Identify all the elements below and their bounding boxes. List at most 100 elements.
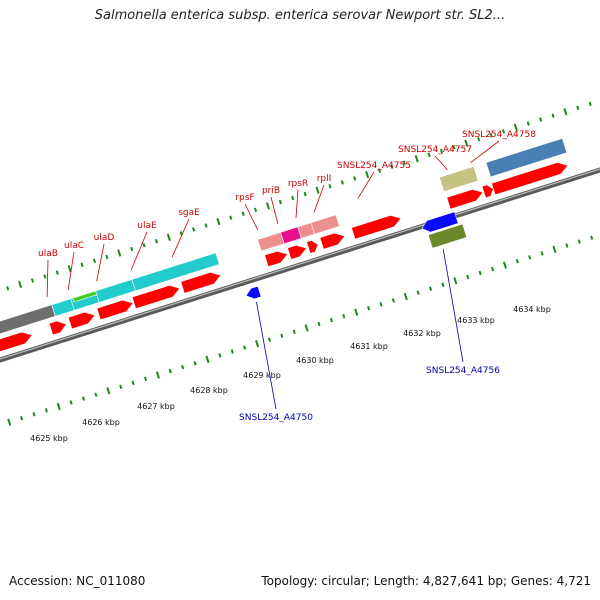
bottom-tick	[81, 396, 86, 401]
scale-label: 4626 kbp	[82, 418, 120, 427]
bottom-tick	[515, 259, 519, 264]
top-tick	[439, 148, 444, 154]
top-tick	[539, 117, 543, 122]
bottom-tick	[528, 255, 532, 260]
cds-arrow	[68, 311, 96, 330]
top-tick	[576, 105, 580, 111]
top-tick	[526, 121, 530, 126]
top-tick	[67, 265, 72, 273]
label-leaders	[46, 140, 500, 410]
cds-arrow	[287, 244, 307, 260]
bottom-tick	[304, 324, 309, 332]
top-tick	[390, 164, 394, 169]
label-leader	[470, 140, 500, 164]
reverse-cds-arrow	[245, 285, 262, 300]
scale-label: 4625 kbp	[30, 434, 68, 443]
bottom-tick	[119, 384, 123, 390]
bottom-tick	[255, 339, 260, 348]
label-leader	[442, 248, 464, 363]
top-tick	[291, 195, 295, 201]
bottom-tick	[540, 251, 544, 256]
scale-label: 4630 kbp	[296, 356, 334, 365]
gene-block	[485, 138, 568, 178]
top-tick	[340, 180, 344, 185]
gene-block	[438, 166, 479, 193]
bottom-tick	[168, 368, 172, 374]
top-tick	[452, 144, 456, 150]
bottom-tick	[143, 376, 148, 382]
bottom-tick	[403, 292, 408, 301]
gene-block	[310, 214, 340, 235]
bottom-tick	[7, 418, 12, 426]
gene-block	[95, 279, 136, 303]
forward-feature-label: ulaB	[38, 249, 58, 259]
forward-feature-label: SNSL254_A4758	[462, 130, 536, 140]
scale-label: 4629 kbp	[243, 371, 281, 380]
label-leader	[244, 203, 259, 231]
cds-arrow	[264, 251, 288, 267]
scale-labels: 4625 kbp 4626 kbp 4627 kbp 4628 kbp 4629 kbp…	[30, 305, 551, 443]
label-leader	[256, 301, 277, 410]
bottom-tick	[69, 400, 73, 405]
forward-feature-label: ulaE	[137, 221, 157, 231]
top-tick	[315, 186, 320, 194]
bottom-tick	[367, 306, 371, 311]
top-tick	[55, 270, 59, 275]
top-tick	[427, 152, 431, 158]
top-tick	[117, 249, 122, 257]
bottom-tick	[429, 286, 433, 291]
top-tick	[80, 262, 84, 267]
bottom-tick	[317, 321, 321, 327]
scale-label: 4633 kbp	[457, 316, 495, 325]
top-tick	[414, 155, 419, 163]
bottom-tick	[478, 270, 482, 276]
bottom-tick	[590, 235, 594, 240]
scale-label: 4632 kbp	[403, 329, 441, 338]
label-leader	[171, 218, 190, 258]
map-title: Salmonella enterica subsp. enterica sero…	[94, 8, 506, 23]
forward-feature-label: rpsF	[235, 193, 254, 203]
cds-arrow	[446, 189, 484, 210]
top-tick	[43, 274, 47, 279]
label-leader	[313, 184, 325, 213]
forward-feature-label: priB	[262, 186, 280, 196]
cds-arrow	[351, 215, 402, 240]
backbone-highlight	[0, 168, 600, 360]
top-tick	[154, 239, 159, 244]
top-tick	[563, 108, 568, 116]
scale-label: 4628 kbp	[190, 386, 228, 395]
top-tick	[513, 123, 518, 132]
top-tick	[489, 133, 493, 138]
bottom-tick	[32, 412, 36, 417]
gene-block	[51, 298, 75, 317]
top-tick	[328, 184, 332, 189]
forward-feature-label: SNSL254_A4755	[337, 161, 411, 171]
top-tick	[229, 215, 233, 220]
topology-summary: Topology: circular; Length: 4,827,641 bp…	[261, 574, 591, 588]
label-leader	[67, 251, 75, 291]
cds-arrow	[131, 285, 181, 309]
bottom-tick	[577, 239, 581, 244]
feature-track	[0, 138, 569, 356]
reverse-feature-label: SNSL254_A4756	[426, 366, 500, 376]
label-leader	[295, 189, 299, 219]
bottom-tick	[193, 361, 197, 366]
top-tick	[402, 160, 406, 165]
bottom-tick-row	[7, 235, 594, 426]
cds-arrow	[491, 162, 569, 196]
bottom-tick	[280, 333, 284, 338]
backbone	[0, 167, 600, 363]
bottom-tick	[391, 298, 395, 303]
cds-arrow	[96, 299, 134, 321]
bottom-tick	[342, 313, 346, 319]
bottom-tick	[230, 349, 234, 354]
label-leader	[434, 155, 448, 171]
top-tick	[353, 176, 357, 181]
scale-label: 4634 kbp	[513, 305, 551, 314]
bottom-tick	[243, 345, 247, 350]
top-tick	[464, 139, 469, 147]
bottom-tick	[453, 277, 458, 285]
top-tick	[92, 258, 97, 264]
forward-feature-label: ulaD	[94, 233, 115, 243]
cds-arrow	[48, 320, 67, 336]
